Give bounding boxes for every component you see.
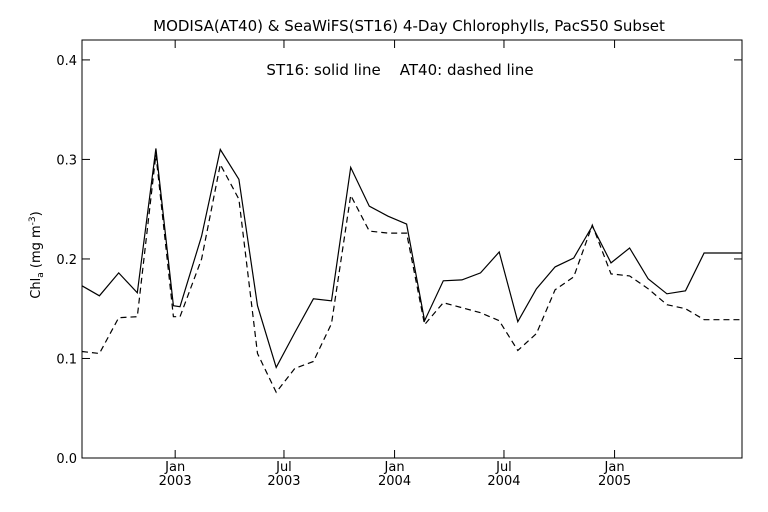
axes-frame (81, 39, 743, 459)
x-tick-label-year: 2003 (267, 474, 300, 489)
chart-title: MODISA(AT40) & SeaWiFS(ST16) 4-Day Chlor… (153, 17, 665, 35)
y-tick-label: 0.3 (56, 153, 77, 168)
y-axis: 0.0 0.1 0.2 0.3 0.4 (56, 54, 742, 467)
y-tick-label: 0.4 (56, 54, 77, 69)
series-line-at40 (81, 154, 742, 394)
series-group (81, 147, 742, 394)
y-label-main: Chl (29, 278, 44, 299)
y-label-superscript: -3 (28, 216, 38, 225)
x-tick-label-month: Jan (604, 460, 625, 475)
legend-annotation: ST16: solid line AT40: dashed line (266, 61, 533, 79)
series-line-st16 (81, 147, 742, 369)
x-tick-label-month: Jan (384, 460, 405, 475)
y-tick-label: 0.0 (56, 452, 77, 467)
x-tick-label-year: 2004 (378, 474, 411, 489)
y-label-unit: (mg m (29, 225, 44, 272)
y-axis-label: Chla (mg m-3) (28, 211, 46, 298)
y-tick-label: 0.1 (56, 352, 77, 367)
y-label-close: ) (29, 211, 44, 216)
x-tick-label-month: Jul (275, 460, 292, 475)
x-tick-label-year: 2003 (159, 474, 192, 489)
x-tick-label-month: Jul (495, 460, 512, 475)
y-label-subscript: a (36, 272, 46, 278)
x-tick-label-month: Jan (164, 460, 185, 475)
y-tick-label: 0.2 (56, 253, 77, 268)
x-tick-label-year: 2005 (598, 474, 631, 489)
x-tick-label-year: 2004 (487, 474, 520, 489)
